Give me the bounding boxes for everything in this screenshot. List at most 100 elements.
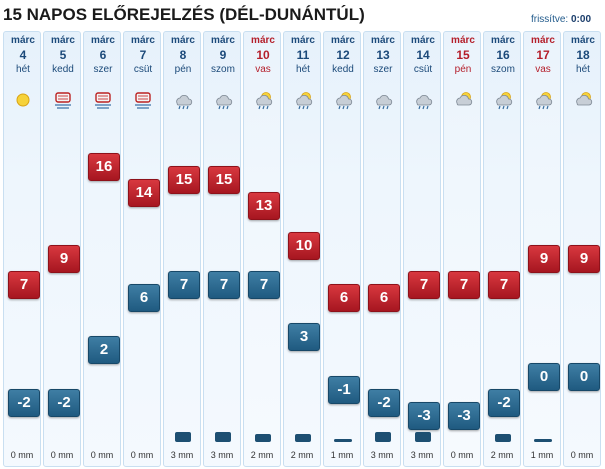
day-column[interactable]: márc 18 hét 9 0 0 mm: [563, 31, 601, 467]
sun-cloud-rain-icon: [296, 92, 313, 110]
day-month: márc: [91, 35, 115, 46]
day-column[interactable]: márc 5 kedd 9 -2 0 mm: [43, 31, 81, 467]
updated-info: frissítve: 0:00: [531, 14, 591, 25]
day-month: márc: [411, 35, 435, 46]
day-column[interactable]: márc 16 szom 7 -2 2 mm: [483, 31, 521, 467]
min-temp-badge: -3: [408, 402, 440, 430]
day-month: márc: [371, 35, 395, 46]
day-header: márc 10 vas: [244, 32, 280, 84]
precip-amount: 0 mm: [90, 450, 114, 460]
day-header: márc 12 kedd: [324, 32, 360, 84]
min-temp-badge: -3: [448, 402, 480, 430]
sun-icon: [16, 93, 30, 107]
max-temp-badge: 13: [248, 192, 280, 220]
min-temp-badge: 7: [168, 271, 200, 299]
max-temp-badge: 15: [168, 166, 200, 194]
cloud-rain-icon: [376, 94, 393, 110]
max-temp-badge: 7: [448, 271, 480, 299]
day-name: szom: [491, 64, 515, 75]
min-temp-badge: 0: [568, 363, 600, 391]
max-temp-badge: 14: [128, 179, 160, 207]
header: 15 NAPOS ELŐREJELZÉS (DÉL-DUNÁNTÚL) fris…: [0, 0, 605, 30]
min-temp-badge: 7: [248, 271, 280, 299]
min-temp-badge: -2: [368, 389, 400, 417]
day-name: kedd: [332, 64, 354, 75]
day-column[interactable]: márc 7 csüt 14 6 0 mm: [123, 31, 161, 467]
day-column[interactable]: márc 10 vas 13 7 2 mm: [243, 31, 281, 467]
day-number: 6: [99, 48, 107, 62]
day-column[interactable]: márc 11 hét 10 3 2 mm: [283, 31, 321, 467]
min-temp-badge: -2: [48, 389, 80, 417]
day-name: szer: [373, 64, 393, 75]
day-header: márc 15 pén: [444, 32, 480, 84]
day-column[interactable]: márc 17 vas 9 0 1 mm: [523, 31, 561, 467]
cloud-rain-icon: [176, 94, 193, 110]
sun-cloud-rain-icon: [336, 92, 353, 110]
precip-amount: 0 mm: [10, 450, 34, 460]
fog-icon: [95, 92, 111, 109]
day-number: 10: [256, 48, 270, 62]
day-header: márc 8 pén: [164, 32, 200, 84]
day-header: márc 7 csüt: [124, 32, 160, 84]
forecast-grid: márc 4 hét 7 -2 0 mm márc 5 kedd 9 -2 0 mm márc 6 szer…: [3, 31, 603, 469]
day-name: vas: [535, 64, 551, 75]
precip-bar: [375, 432, 391, 442]
precip-bar: [175, 432, 191, 442]
day-header: márc 13 szer: [364, 32, 400, 84]
day-number: 4: [19, 48, 27, 62]
precip-bar: [215, 432, 231, 442]
min-temp-badge: -2: [488, 389, 520, 417]
day-number: 17: [536, 48, 550, 62]
day-column[interactable]: márc 9 szom 15 7 3 mm: [203, 31, 241, 467]
sun-cloud-rain-icon: [256, 92, 273, 110]
day-column[interactable]: márc 6 szer 16 2 0 mm: [83, 31, 121, 467]
min-temp-badge: 3: [288, 323, 320, 351]
precip-amount: 0 mm: [450, 450, 474, 460]
day-month: márc: [291, 35, 315, 46]
day-header: márc 5 kedd: [44, 32, 80, 84]
min-temp-badge: -2: [8, 389, 40, 417]
page-title: 15 NAPOS ELŐREJELZÉS (DÉL-DUNÁNTÚL): [3, 5, 365, 24]
day-column[interactable]: márc 12 kedd 6 -1 1 mm: [323, 31, 361, 467]
min-temp-badge: 6: [128, 284, 160, 312]
max-temp-badge: 7: [8, 271, 40, 299]
max-temp-badge: 7: [408, 271, 440, 299]
sun-cloud-icon: [456, 92, 473, 106]
day-name: vas: [255, 64, 271, 75]
precip-amount: 3 mm: [170, 450, 194, 460]
precip-bar: [334, 439, 352, 442]
day-month: márc: [531, 35, 555, 46]
day-name: pén: [174, 64, 192, 75]
day-name: kedd: [52, 64, 74, 75]
day-name: szer: [93, 64, 113, 75]
day-header: márc 17 vas: [524, 32, 560, 84]
precip-bar: [295, 434, 311, 442]
min-temp-badge: 0: [528, 363, 560, 391]
sun-cloud-rain-icon: [496, 92, 513, 110]
day-number: 9: [219, 48, 227, 62]
day-number: 8: [179, 48, 187, 62]
precip-bar: [495, 434, 511, 442]
day-number: 16: [496, 48, 510, 62]
precip-amount: 3 mm: [410, 450, 434, 460]
day-number: 18: [576, 48, 590, 62]
day-header: márc 14 csüt: [404, 32, 440, 84]
day-month: márc: [451, 35, 475, 46]
precip-amount: 3 mm: [210, 450, 234, 460]
max-temp-badge: 7: [488, 271, 520, 299]
precip-bar: [255, 434, 271, 442]
day-name: pén: [454, 64, 472, 75]
day-column[interactable]: márc 4 hét 7 -2 0 mm: [3, 31, 41, 467]
day-column[interactable]: márc 15 pén 7 -3 0 mm: [443, 31, 481, 467]
day-header: márc 16 szom: [484, 32, 520, 84]
sun-cloud-rain-icon: [536, 92, 553, 110]
day-header: márc 11 hét: [284, 32, 320, 84]
day-column[interactable]: márc 13 szer 6 -2 3 mm: [363, 31, 401, 467]
day-header: márc 4 hét: [4, 32, 40, 84]
day-header: márc 18 hét: [564, 32, 600, 84]
day-column[interactable]: márc 14 csüt 7 -3 3 mm: [403, 31, 441, 467]
day-name: hét: [296, 64, 310, 75]
day-column[interactable]: márc 8 pén 15 7 3 mm: [163, 31, 201, 467]
fog-icon: [55, 92, 71, 109]
day-name: csüt: [413, 64, 433, 75]
